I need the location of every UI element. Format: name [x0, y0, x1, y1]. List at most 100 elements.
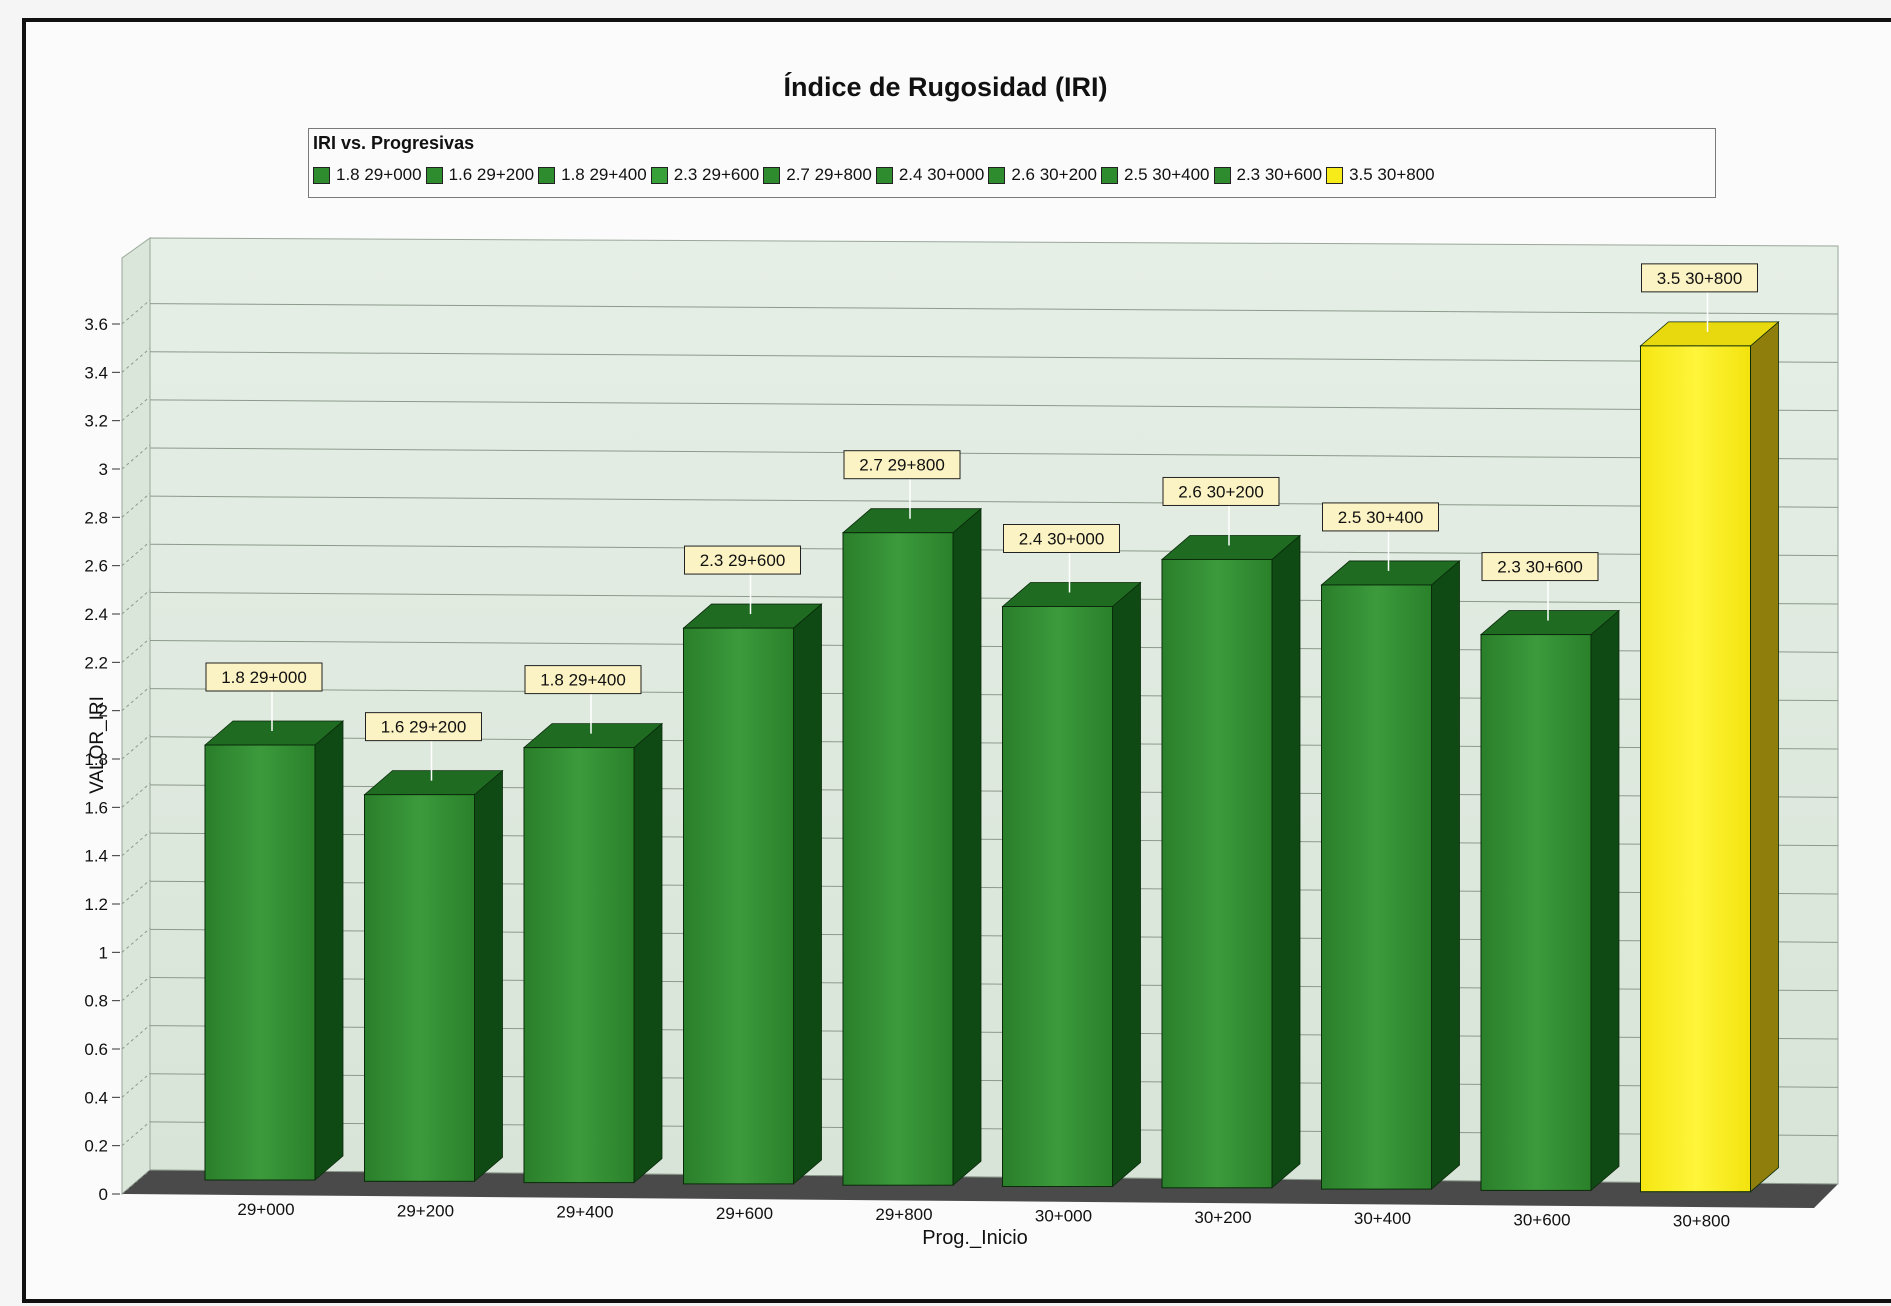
- y-axis-label: VALOR_IRI: [87, 696, 108, 794]
- bar-side: [1271, 534, 1301, 1189]
- legend-label: 2.3 29+600: [673, 165, 760, 184]
- gridline-side: [121, 492, 151, 518]
- gridline-side: [121, 686, 151, 712]
- legend-swatch: [650, 166, 668, 184]
- bar-side: [633, 722, 663, 1184]
- y-tick-label: 2: [99, 702, 108, 721]
- legend-swatch: [763, 166, 781, 184]
- gridline: [149, 399, 1839, 412]
- gridline-side: [121, 831, 151, 857]
- bar-side: [474, 769, 503, 1183]
- bar-front: [1321, 584, 1432, 1190]
- data-label: 2.5 30+400: [1338, 508, 1424, 527]
- x-tick-label: 30+800: [1673, 1212, 1730, 1231]
- y-tick-label: 1.2: [84, 895, 108, 914]
- data-label: 2.3 30+600: [1497, 558, 1583, 577]
- gridline-side: [121, 927, 151, 953]
- x-tick-label: 29+000: [237, 1200, 294, 1219]
- bar-front: [364, 794, 475, 1182]
- plot-side-wall: [121, 237, 151, 1196]
- gridline: [149, 591, 1839, 605]
- data-label-box: [365, 712, 482, 742]
- bar: [682, 603, 823, 1185]
- gridline-side: [121, 1169, 151, 1195]
- gridline-side: [121, 1024, 151, 1050]
- gridline-side: [121, 541, 151, 567]
- legend-item: 2.5 30+400: [1100, 165, 1214, 185]
- data-label: 1.8 29+000: [221, 668, 307, 687]
- x-tick-label: 30+600: [1513, 1210, 1570, 1229]
- legend-swatch: [538, 166, 556, 184]
- bar-side: [1750, 320, 1779, 1193]
- bar-front: [1480, 634, 1592, 1191]
- y-tick-label: 2.2: [84, 653, 108, 672]
- legend-item: 2.4 30+000: [875, 165, 989, 185]
- data-label: 3.5 30+800: [1657, 269, 1743, 288]
- bar-front: [523, 747, 635, 1184]
- data-label-box: [524, 665, 642, 695]
- legend-swatch: [425, 166, 443, 184]
- y-tick-label: 0.4: [84, 1088, 108, 1107]
- bar-side: [952, 507, 982, 1187]
- y-tick-label: 1.8: [84, 750, 108, 769]
- gridline-side: [121, 299, 151, 325]
- bar-front: [683, 627, 794, 1185]
- x-tick-label: 29+200: [397, 1201, 454, 1220]
- data-label-box: [843, 450, 961, 480]
- gridline: [149, 303, 1839, 315]
- gridline-side: [121, 347, 151, 373]
- legend-items: 1.8 29+000 1.6 29+200 1.8 29+400 2.3 29+600…: [313, 165, 1439, 185]
- data-label-box: [1641, 263, 1758, 293]
- legend-item: 1.8 29+000: [313, 165, 426, 185]
- bar: [203, 720, 345, 1181]
- data-label-box: [1162, 476, 1280, 506]
- legend-label: 2.6 30+200: [1011, 165, 1097, 184]
- data-label-box: [1481, 552, 1599, 582]
- data-label: 2.7 29+800: [859, 456, 945, 475]
- gridline: [149, 495, 1839, 508]
- y-tick-label: 1.4: [84, 847, 108, 866]
- gridline-side: [121, 1121, 151, 1147]
- bar-side: [1112, 581, 1141, 1188]
- legend: IRI vs. Progresivas 1.8 29+000 1.6 29+200…: [308, 128, 1716, 198]
- gridline: [149, 351, 1839, 363]
- bar: [1160, 534, 1302, 1189]
- gridline-side: [121, 734, 151, 760]
- y-tick-label: 0.2: [84, 1137, 108, 1156]
- legend-item: 1.8 29+400: [538, 165, 651, 185]
- legend-swatch: [1100, 166, 1118, 184]
- y-tick-label: 2.8: [84, 508, 108, 527]
- data-label-box: [205, 662, 323, 692]
- gridline-side: [121, 589, 151, 615]
- bar: [1320, 560, 1461, 1190]
- legend-label: 2.5 30+400: [1123, 165, 1210, 184]
- y-tick-label: 0.8: [84, 992, 108, 1011]
- gridline-side: [121, 782, 151, 808]
- y-tick-label: 0: [99, 1185, 108, 1204]
- bar: [522, 722, 664, 1184]
- legend-label: 1.8 29+400: [561, 165, 647, 184]
- legend-title: IRI vs. Progresivas: [313, 133, 475, 153]
- x-tick-label: 29+600: [716, 1204, 773, 1223]
- y-tick-label: 0.6: [84, 1040, 108, 1059]
- y-tick-label: 3.6: [84, 315, 108, 334]
- legend-label: 3.5 30+800: [1349, 165, 1435, 184]
- legend-swatch: [1213, 166, 1231, 184]
- bar-side: [793, 603, 822, 1185]
- bar-front: [842, 532, 954, 1186]
- x-tick-label: 29+800: [875, 1205, 932, 1224]
- gridline-side: [121, 444, 151, 470]
- y-tick-label: 3.4: [84, 363, 108, 382]
- legend-item: 2.3 30+600: [1213, 165, 1327, 185]
- data-label: 2.3 29+600: [700, 551, 786, 570]
- x-tick-label: 30+000: [1035, 1207, 1092, 1226]
- gridline-side: [121, 396, 151, 422]
- chart-title: Índice de Rugosidad (IRI): [783, 72, 1108, 102]
- x-tick-label: 30+200: [1194, 1208, 1251, 1227]
- bar: [363, 769, 504, 1183]
- gridline-side: [121, 976, 151, 1002]
- legend-swatch: [313, 166, 330, 184]
- y-tick-label: 3.2: [84, 412, 108, 431]
- bar: [1479, 609, 1621, 1192]
